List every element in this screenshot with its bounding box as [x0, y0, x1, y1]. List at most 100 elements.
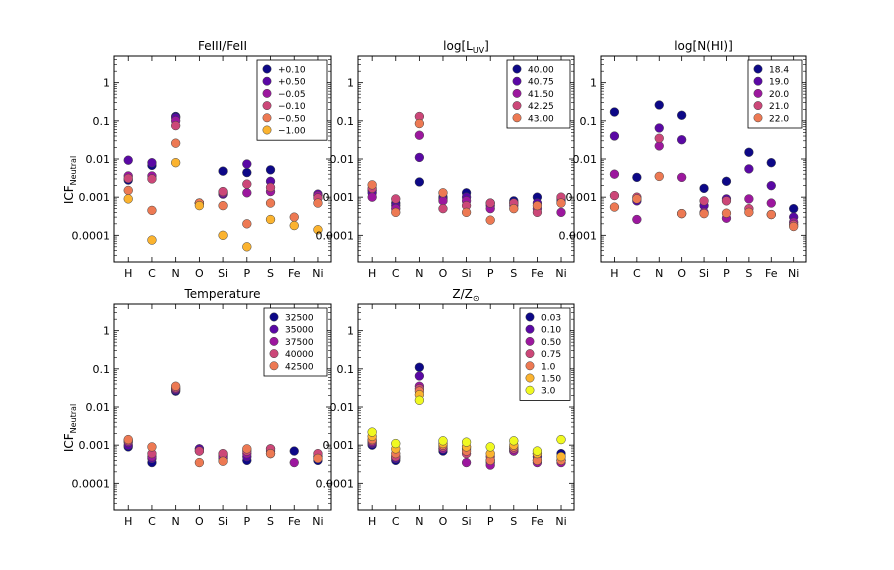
- data-point: [744, 194, 754, 204]
- x-tick-label: P: [723, 267, 730, 280]
- x-tick-label: N: [415, 515, 423, 528]
- subplot-1: FeIII/FeII 1 0.1 0.01 0.001 0.0001 H C N O Si P S Fe N…: [72, 39, 332, 280]
- legend-label: +0.50: [278, 78, 306, 88]
- data-point: [609, 169, 620, 179]
- legend-label: +0.10: [278, 66, 306, 76]
- data-point: [654, 123, 664, 133]
- legend-label: 42.25: [528, 102, 554, 112]
- x-tick-label: C: [392, 515, 400, 528]
- data-point: [289, 220, 299, 231]
- legend-marker: [753, 101, 763, 111]
- data-point: [391, 194, 401, 204]
- data-point: [289, 212, 299, 222]
- subplot-4: Temperature 1 0.1 0.01 0.001 0.0001 H C N O Si P S Fe…: [72, 287, 332, 528]
- data-point: [461, 207, 472, 217]
- x-tick-label: O: [677, 267, 686, 280]
- data-point: [485, 215, 495, 225]
- y-tick-label: 0.01: [573, 153, 598, 166]
- legend-marker: [262, 64, 272, 74]
- data-point: [556, 207, 566, 217]
- data-point: [461, 457, 472, 468]
- data-point: [744, 164, 754, 174]
- x-tick-label: C: [148, 267, 156, 280]
- legend-label: 42500: [285, 362, 314, 372]
- data-point: [654, 171, 664, 182]
- y-tick-label: 1: [103, 325, 110, 338]
- legend-label: 0.03: [541, 314, 561, 324]
- data-point: [789, 221, 799, 232]
- y-axis-label-top: ICFNeutral: [62, 156, 78, 204]
- data-point: [632, 172, 642, 183]
- data-point: [265, 448, 276, 459]
- data-point: [485, 198, 495, 208]
- data-point: [632, 194, 642, 204]
- legend-label: 0.75: [541, 350, 561, 360]
- subplot-title: Temperature: [183, 287, 260, 301]
- x-tick-label: Ni: [312, 515, 323, 528]
- data-point: [744, 147, 754, 157]
- data-point: [766, 181, 776, 191]
- legend-marker: [269, 349, 279, 359]
- data-point: [414, 152, 425, 163]
- data-point: [367, 180, 377, 190]
- data-point: [766, 209, 776, 220]
- legend-marker: [262, 101, 272, 111]
- data-point: [414, 130, 425, 140]
- data-point: [123, 194, 133, 204]
- x-tick-label: P: [487, 267, 494, 280]
- data-point: [677, 208, 687, 219]
- data-point: [123, 434, 133, 445]
- data-point: [313, 198, 323, 208]
- subplot-title: log[LUV]: [443, 39, 489, 55]
- x-tick-label: S: [267, 267, 274, 280]
- legend-label: 1.0: [541, 362, 556, 372]
- data-point: [147, 205, 157, 216]
- subplot-title: log[N(HI)]: [674, 39, 733, 53]
- series-42500: [123, 381, 323, 468]
- axes-frame: [113, 303, 332, 511]
- y-axis-label-bottom: ICFNeutral: [62, 404, 78, 452]
- data-point: [242, 444, 252, 454]
- data-point: [699, 183, 709, 194]
- legend-marker: [269, 312, 279, 322]
- legend: 40.00 40.75 41.50 42.25 43.00: [506, 59, 571, 129]
- data-point: [391, 207, 401, 217]
- y-tick-label: 1: [347, 77, 354, 90]
- data-point: [766, 198, 776, 208]
- y-tick-label: 0.1: [580, 115, 598, 128]
- data-point: [414, 118, 425, 129]
- x-tick-label: C: [148, 515, 156, 528]
- y-tick-label: 0.1: [93, 363, 111, 376]
- data-point: [265, 182, 276, 193]
- y-tick-label: 0.001: [79, 191, 111, 204]
- data-point: [744, 207, 754, 217]
- data-point: [414, 371, 425, 381]
- x-tick-label: O: [195, 515, 204, 528]
- data-point: [289, 457, 299, 468]
- subplot-title: Z/Z⊙: [452, 287, 479, 303]
- y-axis-label-main: ICF: [62, 185, 76, 204]
- x-tick-label: O: [439, 515, 448, 528]
- data-point: [438, 188, 448, 198]
- x-tick-label: C: [633, 267, 641, 280]
- y-tick-label: 1: [103, 77, 110, 90]
- x-tick-label: C: [392, 267, 400, 280]
- legend-marker: [525, 336, 535, 346]
- y-tick-label: 0.0001: [559, 229, 598, 242]
- svg-text:ICFNeutral: ICFNeutral: [62, 156, 78, 204]
- x-tick-label: N: [415, 267, 423, 280]
- data-point: [485, 442, 495, 452]
- data-point: [509, 204, 519, 214]
- y-tick-label: 0.01: [330, 153, 355, 166]
- data-point: [123, 155, 133, 165]
- x-tick-label: Fe: [531, 515, 544, 528]
- data-point: [721, 196, 732, 206]
- data-point: [532, 200, 543, 211]
- data-point: [147, 158, 157, 168]
- data-point: [242, 219, 252, 229]
- data-point: [509, 436, 519, 446]
- data-point: [532, 446, 543, 456]
- data-point: [654, 100, 664, 110]
- data-point: [265, 214, 276, 225]
